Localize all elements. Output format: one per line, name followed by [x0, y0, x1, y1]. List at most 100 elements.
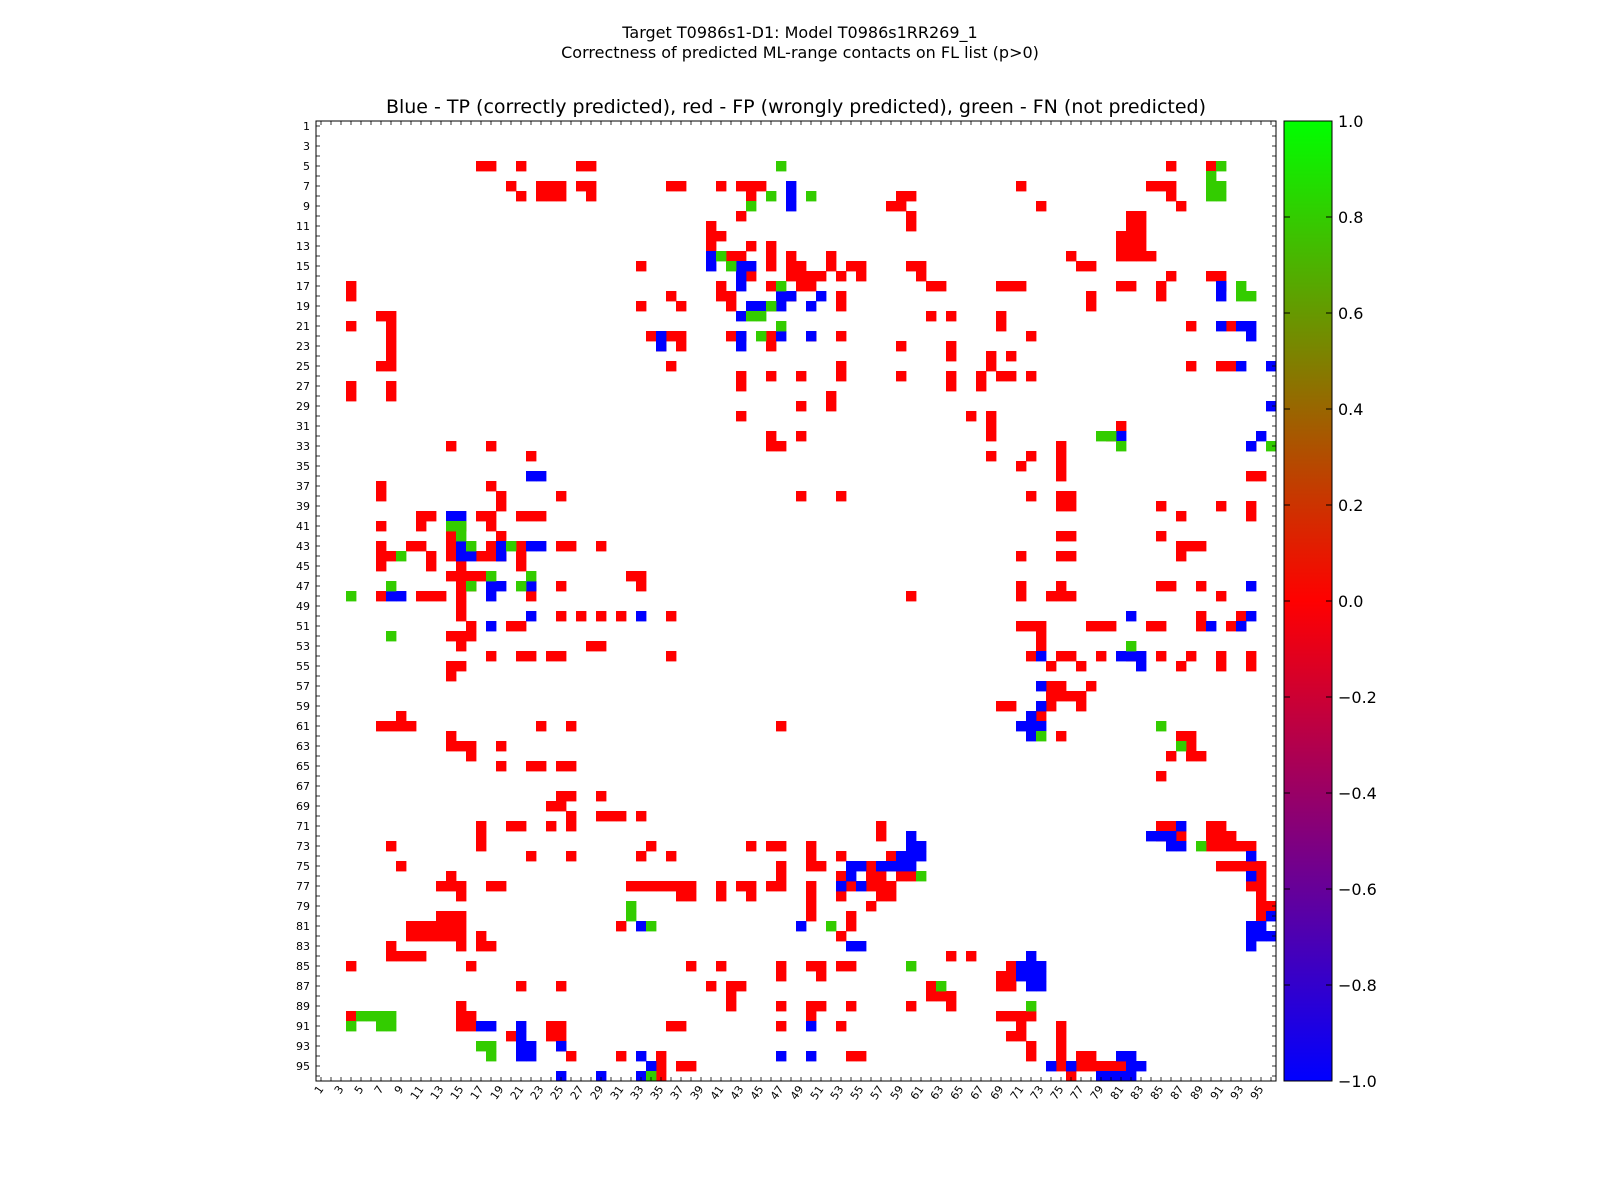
tp-cell [736, 341, 747, 352]
tp-cell [736, 311, 747, 322]
fp-cell [1226, 861, 1237, 872]
fn-cell [1206, 181, 1217, 192]
tp-cell [856, 881, 867, 892]
fp-cell [1156, 651, 1167, 662]
tp-cell [456, 511, 467, 522]
fp-cell [376, 721, 387, 732]
fp-cell [1136, 221, 1147, 232]
fp-cell [1226, 361, 1237, 372]
x-tick-label: 79 [1088, 1083, 1107, 1102]
fp-cell [646, 331, 657, 342]
fp-cell [486, 511, 497, 522]
fp-cell [776, 1021, 787, 1032]
tp-cell [516, 1031, 527, 1042]
fp-cell [586, 191, 597, 202]
fp-cell [836, 961, 847, 972]
fp-cell [1066, 651, 1077, 662]
fp-cell [456, 921, 467, 932]
fp-cell [556, 491, 567, 502]
chart-title: Target T0986s1-D1: Model T0986s1RR269_1 [621, 23, 977, 43]
y-tick-label: 87 [296, 980, 310, 993]
fp-cell [1246, 511, 1257, 522]
fp-cell [1116, 1061, 1127, 1072]
x-tick-label: 49 [788, 1083, 807, 1102]
fn-cell [476, 1041, 487, 1052]
fp-cell [1186, 751, 1197, 762]
fp-cell [1236, 861, 1247, 872]
fp-cell [396, 861, 407, 872]
fp-cell [486, 941, 497, 952]
fn-cell [386, 631, 397, 642]
tp-cell [786, 181, 797, 192]
fp-cell [836, 931, 847, 942]
fp-cell [866, 881, 877, 892]
fp-cell [1016, 1031, 1027, 1042]
tp-cell [636, 611, 647, 622]
fp-cell [456, 591, 467, 602]
x-tick-label: 77 [1068, 1083, 1087, 1102]
fp-cell [1216, 651, 1227, 662]
fp-cell [1186, 321, 1197, 332]
fp-cell [496, 881, 507, 892]
tp-cell [1096, 1071, 1107, 1082]
fn-cell [466, 581, 477, 592]
fp-cell [486, 161, 497, 172]
fp-cell [946, 351, 957, 362]
tp-cell [1266, 931, 1277, 942]
fp-cell [1256, 901, 1267, 912]
tp-cell [536, 471, 547, 482]
fp-cell [636, 571, 647, 582]
y-tick-label: 63 [296, 740, 310, 753]
fp-cell [516, 191, 527, 202]
tp-cell [746, 301, 757, 312]
fp-cell [1046, 691, 1057, 702]
fp-cell [626, 881, 637, 892]
colorbar-ticks: 1.0 0.8 0.6 0.4 0.2 0.0 −0.2 −0.4 −0.6 −0.8 −1.0 [1284, 112, 1377, 1091]
fp-cell [706, 981, 717, 992]
x-tick-label: 47 [768, 1083, 787, 1102]
tp-cell [1116, 651, 1127, 662]
fp-cell [406, 721, 417, 732]
fp-cell [836, 891, 847, 902]
fp-cell [1196, 581, 1207, 592]
fp-cell [1056, 551, 1067, 562]
fp-cell [506, 181, 517, 192]
fp-cell [1196, 621, 1207, 632]
fp-cell [1206, 161, 1217, 172]
fp-cell [516, 821, 527, 832]
fp-cell [1016, 181, 1027, 192]
y-tick-label: 67 [296, 780, 310, 793]
fp-cell [446, 731, 457, 742]
fp-cell [1116, 231, 1127, 242]
fp-cell [1016, 581, 1027, 592]
x-tick-label: 27 [568, 1083, 587, 1102]
fp-cell [1216, 861, 1227, 872]
fp-cell [1016, 551, 1027, 562]
fp-cell [1206, 821, 1217, 832]
fp-cell [466, 741, 477, 752]
fp-cell [786, 261, 797, 272]
tp-cell [806, 1051, 817, 1062]
fp-cell [896, 191, 907, 202]
fp-cell [446, 881, 457, 892]
fp-cell [566, 811, 577, 822]
tp-cell [396, 591, 407, 602]
fp-cell [1056, 501, 1067, 512]
fp-cell [1196, 541, 1207, 552]
tp-cell [1036, 651, 1047, 662]
fp-cell [466, 751, 477, 762]
fp-cell [976, 371, 987, 382]
fp-cell [1026, 1051, 1037, 1062]
fp-cell [496, 491, 507, 502]
fp-cell [446, 551, 457, 562]
fp-cell [776, 961, 787, 972]
fp-cell [1006, 1011, 1017, 1022]
fp-cell [1146, 181, 1157, 192]
fp-cell [476, 571, 487, 582]
x-tick-label: 89 [1188, 1083, 1207, 1102]
fp-cell [386, 841, 397, 852]
fp-cell [1056, 461, 1067, 472]
fp-cell [746, 841, 757, 852]
fp-cell [486, 541, 497, 552]
